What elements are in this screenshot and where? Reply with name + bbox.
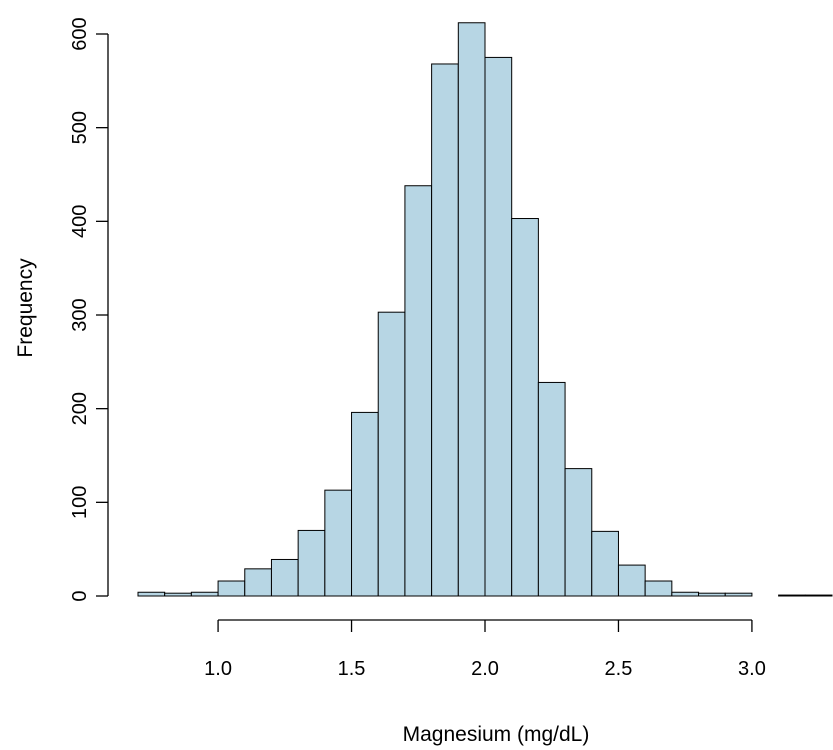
y-tick-label: 600 bbox=[69, 17, 91, 50]
histogram-bar bbox=[217, 580, 246, 597]
histogram-bar bbox=[270, 558, 299, 597]
x-axis: 1.0 1.5 2.0 2.5 3.0 bbox=[204, 619, 766, 680]
y-tick-label: 200 bbox=[69, 392, 91, 425]
histogram-bar bbox=[137, 591, 166, 597]
x-tick-label: 1.0 bbox=[204, 658, 232, 680]
y-tick-label: 100 bbox=[69, 486, 91, 519]
histogram-bar bbox=[617, 564, 646, 597]
histogram-bar bbox=[404, 185, 433, 597]
y-axis-title: Frequency bbox=[14, 258, 37, 358]
histogram-bar bbox=[698, 592, 726, 597]
histogram-bar bbox=[778, 594, 806, 597]
histogram-bar bbox=[324, 489, 353, 597]
histogram-bar bbox=[351, 411, 379, 597]
histogram-bar bbox=[244, 568, 272, 597]
x-axis-ticks: 1.0 1.5 2.0 2.5 3.0 bbox=[204, 620, 766, 680]
histogram-bar bbox=[671, 591, 700, 597]
x-axis-title: Magnesium (mg/dL) bbox=[403, 723, 590, 746]
histogram-bar bbox=[457, 22, 486, 597]
y-axis: 0 100 200 300 400 500 600 bbox=[69, 17, 109, 602]
y-tick-label: 0 bbox=[69, 590, 91, 601]
histogram-bar bbox=[297, 529, 326, 597]
y-tick-label: 400 bbox=[69, 205, 91, 238]
histogram-bar bbox=[164, 592, 192, 597]
y-axis-ticks: 0 100 200 300 400 500 600 bbox=[69, 17, 108, 602]
x-tick-label: 2.5 bbox=[605, 658, 633, 680]
histogram-bar bbox=[804, 594, 833, 597]
histogram-bar bbox=[511, 218, 539, 597]
histogram-bar bbox=[190, 591, 219, 597]
histogram-bar bbox=[484, 56, 513, 597]
histogram-bar bbox=[377, 311, 406, 597]
histogram-bar bbox=[537, 381, 566, 597]
histogram-bar bbox=[431, 63, 459, 597]
x-tick-label: 2.0 bbox=[471, 658, 499, 680]
histogram-bar bbox=[724, 592, 753, 597]
histogram-bar bbox=[564, 468, 593, 597]
y-tick-label: 500 bbox=[69, 111, 91, 144]
y-tick-label: 300 bbox=[69, 298, 91, 331]
x-tick-label: 1.5 bbox=[338, 658, 366, 680]
histogram-bar bbox=[591, 530, 619, 597]
histogram-bar bbox=[644, 580, 673, 597]
x-tick-label: 3.0 bbox=[738, 658, 766, 680]
histogram-bars bbox=[137, 22, 833, 597]
